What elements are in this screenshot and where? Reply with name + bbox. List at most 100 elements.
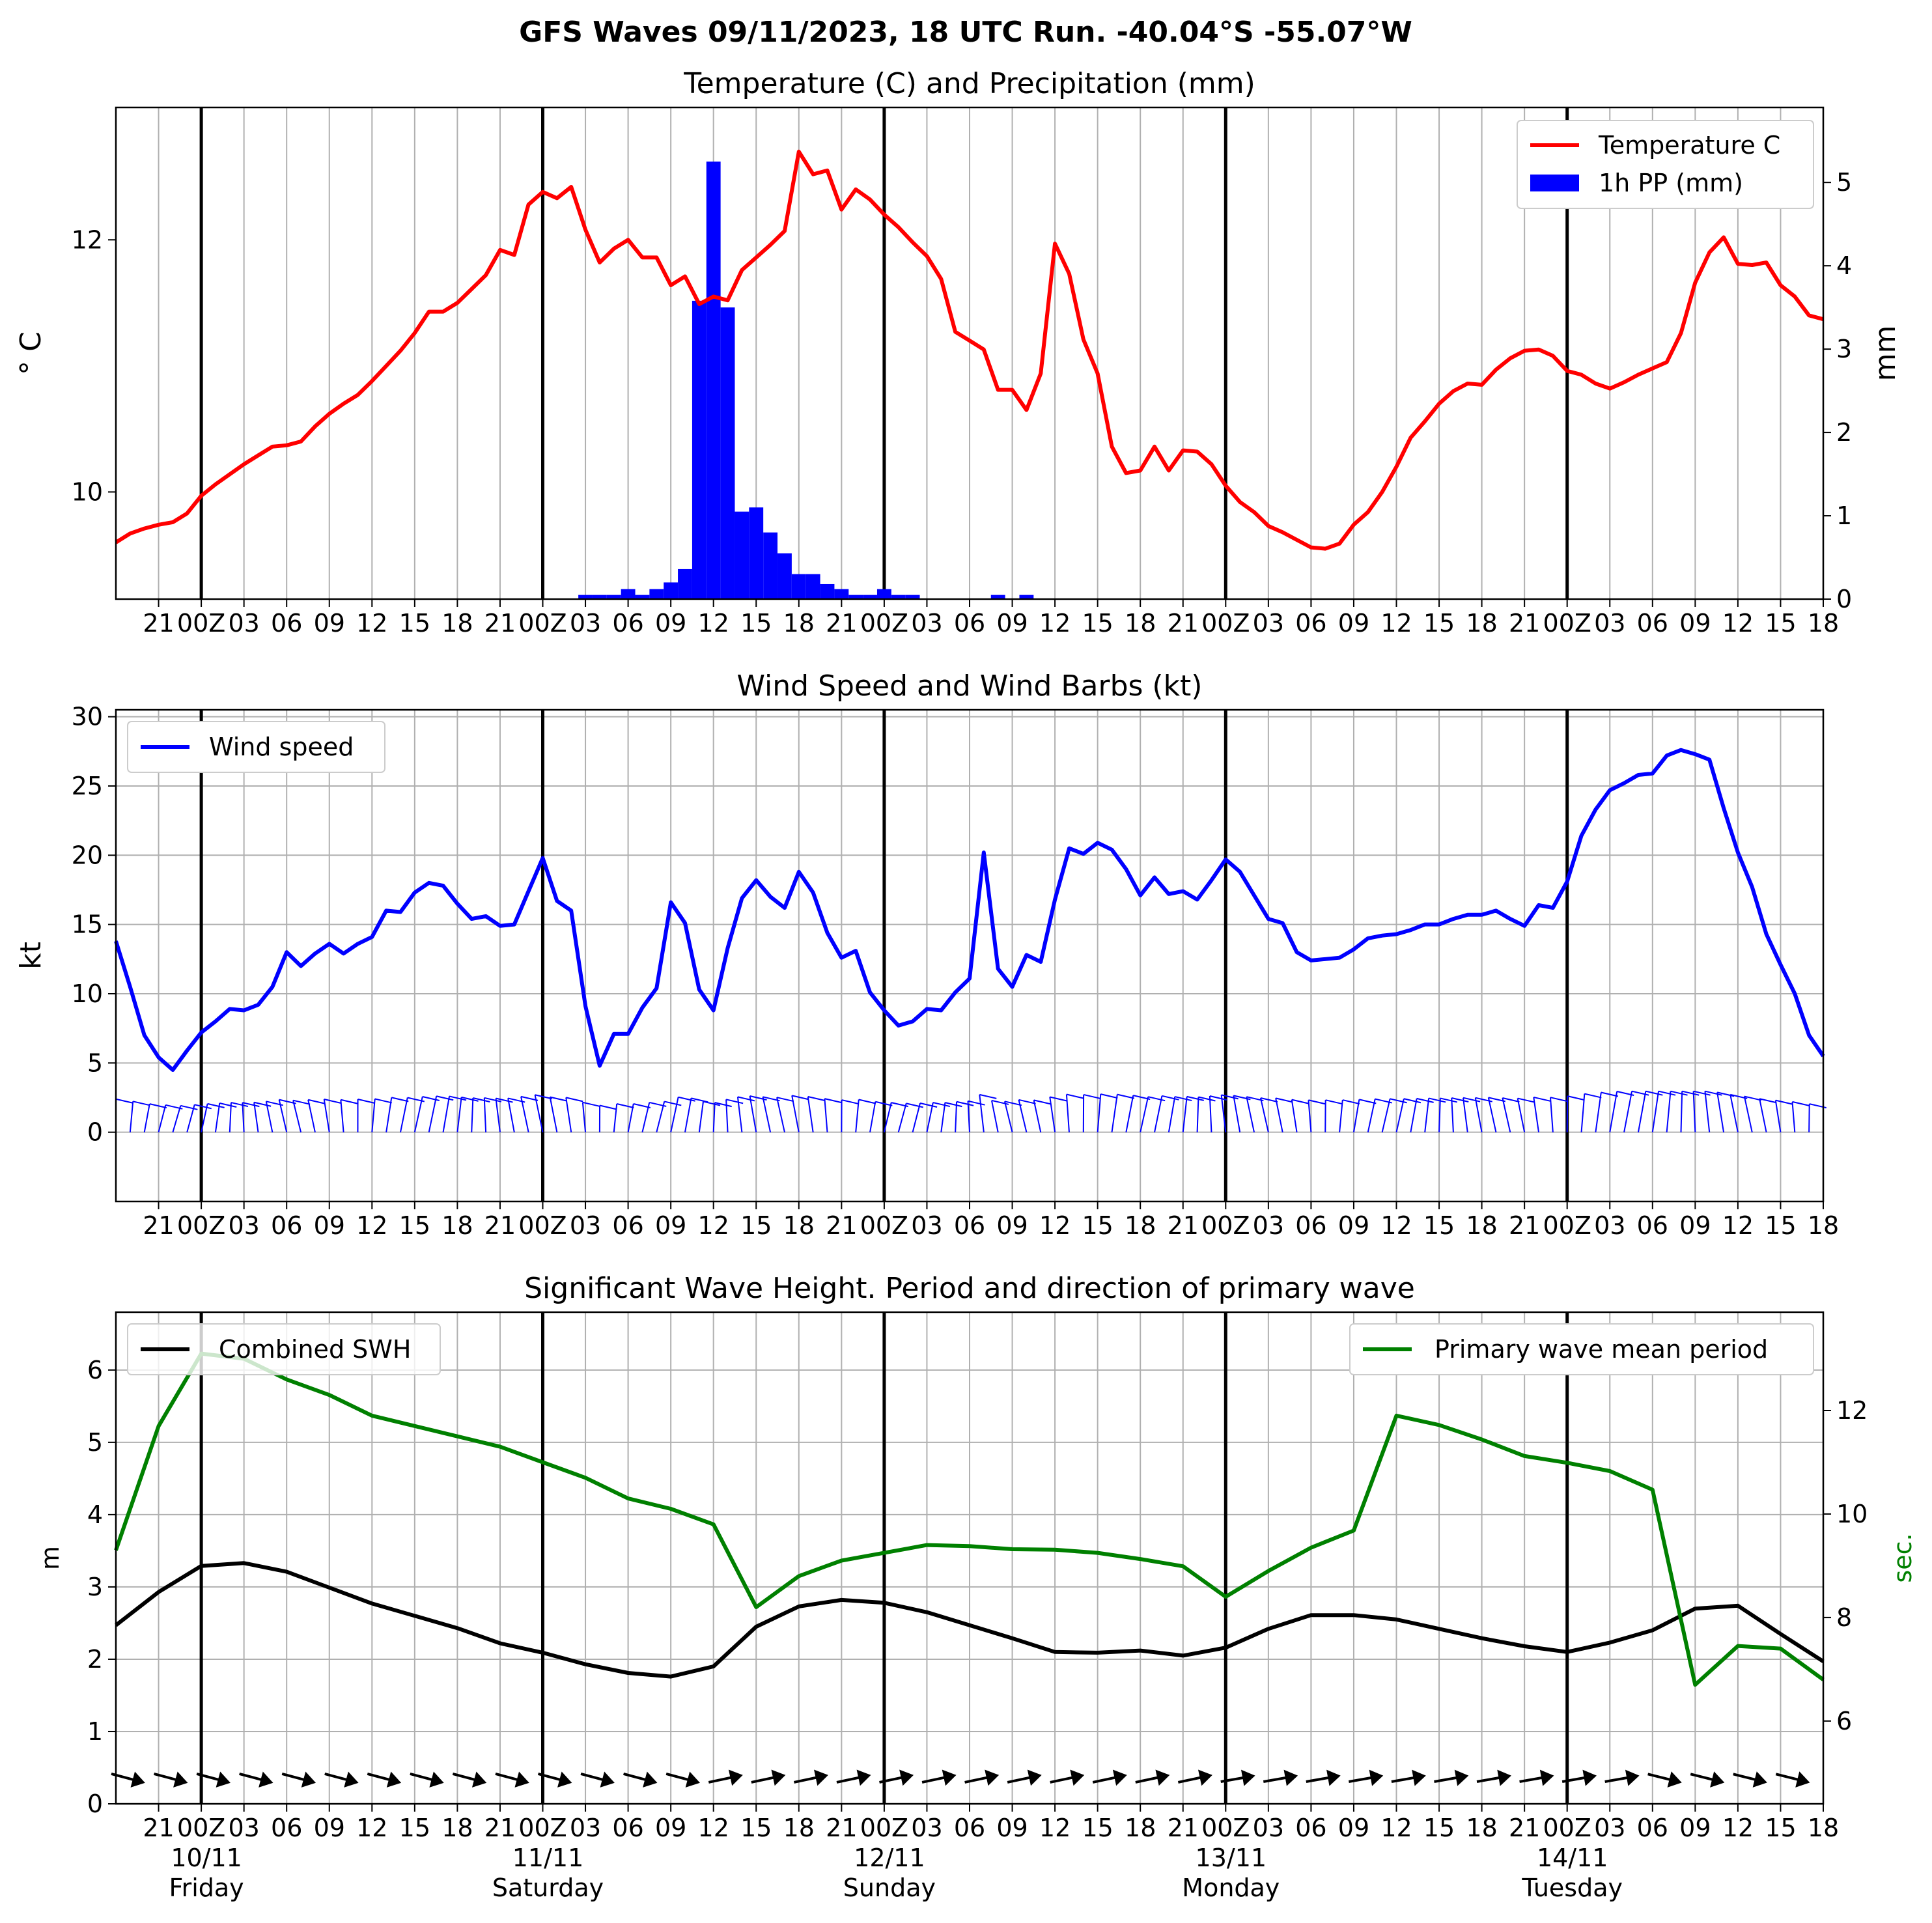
y2-tick-label: 5 — [1836, 168, 1852, 197]
x-tick-label: 03 — [1594, 1814, 1625, 1842]
wind-barb-flag — [1326, 1100, 1343, 1104]
x-tick-label: 03 — [911, 1814, 942, 1842]
wave-panel: Significant Wave Height. Period and dire… — [36, 1272, 1917, 1902]
x-tick-label: 15 — [740, 609, 772, 638]
wind-barb-flag — [1759, 1099, 1776, 1102]
wind-barb — [1744, 1097, 1752, 1132]
x-tick-label: 09 — [314, 609, 345, 638]
x-tick-label: 15 — [1423, 1814, 1455, 1842]
precip-bar — [749, 507, 763, 599]
x-tick-label: 09 — [1338, 609, 1369, 638]
x-tick-label: 15 — [1423, 609, 1455, 638]
wind-barb-flag — [195, 1104, 212, 1108]
wind-barb — [254, 1102, 258, 1132]
y-tick-label: 12 — [72, 225, 103, 254]
wave-direction-arrow — [750, 1770, 785, 1788]
wind-barb — [400, 1097, 408, 1132]
y-tick-label: 10 — [72, 979, 103, 1008]
wind-barb-flag — [824, 1099, 841, 1102]
x-tick-label: 09 — [314, 1211, 345, 1240]
x-tick-label: 00Z — [177, 609, 225, 638]
x-tick-label: 03 — [911, 609, 942, 638]
y-axis-label: ° C — [14, 331, 48, 375]
x-tick-label: 09 — [996, 609, 1028, 638]
wind-barb — [656, 1101, 664, 1132]
x-tick-label: 00Z — [1543, 609, 1591, 638]
wind-barb — [508, 1098, 514, 1132]
x-tick-label: 18 — [1808, 1211, 1839, 1240]
wind-barb — [173, 1106, 180, 1132]
y-tick-label: 0 — [87, 1118, 103, 1147]
wave-direction-arrow — [707, 1770, 742, 1788]
x-tick-label: 09 — [1679, 1211, 1711, 1240]
x-tick-label: 12 — [1722, 1211, 1754, 1240]
x-tick-label: 09 — [1338, 1211, 1369, 1240]
y2-tick-label: 1 — [1836, 501, 1852, 530]
x-tick-label: 12 — [698, 1814, 729, 1842]
wind-barb — [471, 1098, 473, 1132]
x-tick-label: 03 — [911, 1211, 942, 1240]
x-tick-label: 18 — [441, 1211, 473, 1240]
x-tick-label: 03 — [570, 1211, 601, 1240]
wind-barb — [792, 1095, 799, 1132]
wind-barb-flag — [1792, 1102, 1809, 1106]
wind-barb-flag — [1018, 1100, 1035, 1104]
wind-barb — [992, 1101, 998, 1132]
x-tick-label: 12 — [1039, 1211, 1071, 1240]
wind-barb — [1705, 1091, 1709, 1132]
x-tick-label: 12 — [356, 609, 387, 638]
x-tick-label: 12 — [698, 1211, 729, 1240]
wave-direction-arrow — [921, 1770, 955, 1788]
wind-barb-flag — [550, 1097, 567, 1101]
wind-barb — [685, 1098, 691, 1132]
x-tick-label: 09 — [655, 1814, 686, 1842]
wind-barb — [824, 1099, 827, 1132]
wind-barb-flag — [1584, 1094, 1601, 1098]
x-tick-label: 06 — [954, 1814, 985, 1842]
x-tick-label: 06 — [1637, 1814, 1668, 1842]
legend-label: 1h PP (mm) — [1599, 169, 1743, 197]
x-tick-label: 12 — [698, 609, 729, 638]
wind-barb — [1667, 1091, 1671, 1132]
wind-barb-flag — [1034, 1100, 1051, 1104]
x-tick-label: 18 — [1466, 1211, 1497, 1240]
precip-bar — [806, 574, 820, 599]
wind-barb-flag — [1100, 1094, 1117, 1098]
wind-barb — [699, 1102, 703, 1132]
wind-barb — [1792, 1102, 1795, 1132]
y2-tick-label: 2 — [1836, 418, 1852, 447]
y-tick-label: 3 — [87, 1573, 103, 1601]
x-tick-label: 21 — [1509, 609, 1540, 638]
wind-barb — [1018, 1100, 1026, 1132]
wind-barb — [429, 1096, 437, 1132]
x-tick-label: 15 — [399, 609, 430, 638]
x-tick-label: 06 — [1295, 609, 1326, 638]
x-tick-label: 15 — [1765, 609, 1796, 638]
x-tick-label: 00Z — [1201, 1814, 1250, 1842]
x-tick-label: 21 — [826, 1814, 857, 1842]
wind-barb — [808, 1097, 813, 1132]
x-tick-label: 06 — [1295, 1211, 1326, 1240]
precip-bar — [792, 574, 806, 599]
x-tick-label: 09 — [655, 1211, 686, 1240]
wind-barb-flag — [423, 1097, 440, 1101]
wind-barb — [1610, 1091, 1617, 1132]
wave-direction-arrow — [1689, 1769, 1724, 1788]
x-tick-label: 03 — [1253, 1211, 1284, 1240]
x-tick-label: 00Z — [860, 1211, 908, 1240]
wind-barb — [1126, 1095, 1133, 1132]
x-tick-label: 09 — [1338, 1814, 1369, 1842]
y-tick-label: 4 — [87, 1500, 103, 1529]
x-tick-label: 09 — [1679, 609, 1711, 638]
wind-barb — [726, 1099, 727, 1132]
wind-barb — [1489, 1097, 1496, 1132]
precip-bar — [777, 554, 792, 599]
wave-direction-arrow — [152, 1768, 187, 1788]
x-tick-label: 21 — [484, 1814, 516, 1842]
precip-bar — [877, 589, 891, 599]
y-tick-label: 6 — [87, 1356, 103, 1384]
wind-barb — [1197, 1097, 1199, 1132]
panel-title: Wind Speed and Wind Barbs (kt) — [737, 669, 1203, 703]
x-tick-label: 06 — [1295, 1814, 1326, 1842]
